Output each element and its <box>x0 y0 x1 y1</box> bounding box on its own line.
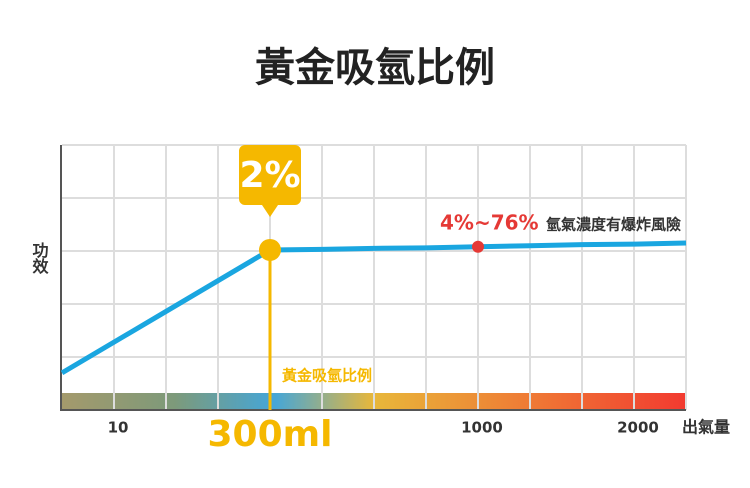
danger-point <box>472 240 484 253</box>
marker-note: 黃金吸氫比例 <box>282 367 372 385</box>
marker-point <box>259 238 281 261</box>
x-axis-label: 出氣量 <box>682 418 730 437</box>
danger-label: 4%~76% <box>440 211 539 235</box>
callout-box <box>239 145 301 217</box>
chart-title: 黃金吸氫比例 <box>255 45 495 91</box>
x-tick-label: 1000 <box>461 419 503 437</box>
danger-note: 氫氣濃度有爆炸風險 <box>546 216 681 234</box>
x-tick-label-highlight: 300ml <box>208 414 333 455</box>
x-tick-label: 2000 <box>617 419 659 437</box>
x-tick-label: 10 <box>108 419 129 437</box>
callout-label: 2% <box>239 155 300 196</box>
y-axis-label: 功效 <box>30 242 49 275</box>
line-series <box>60 240 687 376</box>
